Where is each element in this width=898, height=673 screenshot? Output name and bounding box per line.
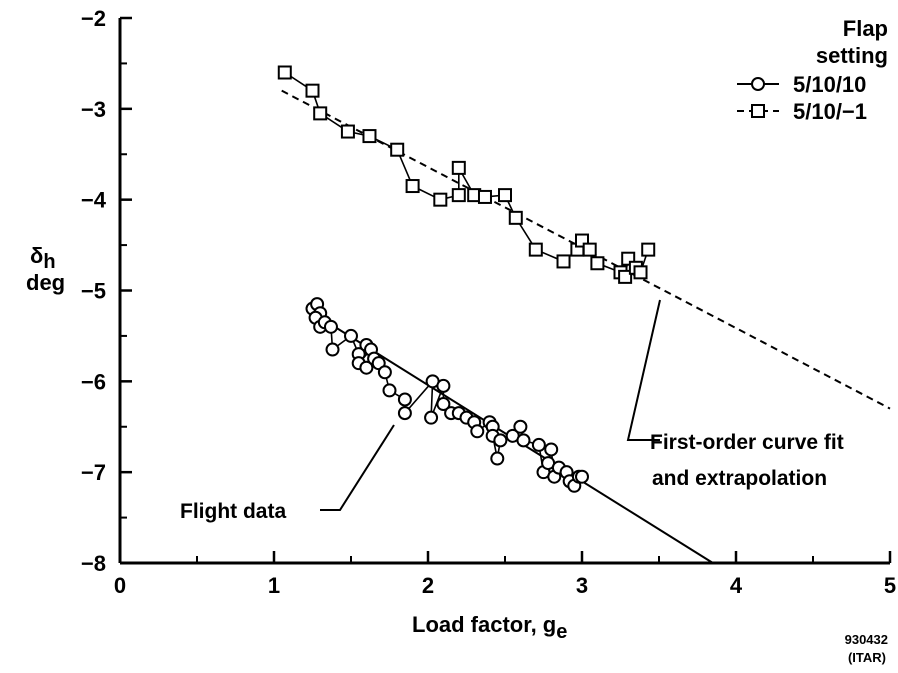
legend-title-line2: setting: [816, 43, 888, 68]
legend-square-marker: [751, 104, 765, 118]
data-point-circle: [516, 433, 531, 448]
x-tick-label: 5: [884, 573, 896, 598]
annotation-curve-fit: First-order curve fit and extrapolation: [626, 299, 844, 490]
x-tick-label: 3: [576, 573, 588, 598]
data-point-square: [277, 65, 292, 80]
data-point-square: [498, 188, 512, 203]
data-point-circle: [531, 437, 546, 452]
x-axis-title: Load factor, ge: [412, 612, 567, 643]
data-point-square: [405, 179, 420, 194]
legend: Flap setting 5/10/10 5/10/−1: [737, 16, 888, 124]
figure-id-line2: (ITAR): [848, 650, 886, 665]
data-point-square: [390, 142, 405, 157]
data-point-square: [340, 124, 355, 139]
data-point-square: [305, 83, 320, 98]
x-ticks: 0 1 2 3 4 5: [114, 551, 896, 598]
data-point-square: [313, 106, 328, 121]
legend-entry-5-10-10: 5/10/10: [737, 72, 866, 97]
y-axis-unit: deg: [26, 270, 65, 295]
annotation-flight-data: Flight data: [180, 424, 395, 523]
figure-id-line1: 930432: [845, 632, 888, 647]
series-markers: [277, 65, 656, 493]
data-point-square: [362, 129, 377, 144]
annotation-flight-data-leader: [320, 424, 395, 511]
x-tick-label: 1: [268, 573, 280, 598]
data-point-square: [556, 254, 571, 269]
data-point-square: [633, 265, 648, 280]
y-ticks: −2 −3 −4 −5 −6 −7 −8: [81, 6, 132, 576]
x-axis-variable: g: [543, 612, 556, 637]
data-point-circle: [436, 378, 451, 393]
y-tick-label: −6: [81, 369, 106, 394]
x-axis-title-text: Load factor,: [412, 612, 543, 637]
data-point-circle: [323, 319, 338, 334]
data-point-square: [477, 189, 492, 204]
y-axis-title: δh: [30, 243, 56, 273]
legend-entry-5-10-minus1: 5/10/−1: [737, 99, 867, 124]
data-point-circle: [544, 442, 559, 457]
y-tick-label: −3: [81, 97, 106, 122]
data-point-square: [451, 188, 466, 203]
y-axis-symbol: δ: [30, 243, 43, 268]
data-point-circle: [382, 383, 397, 398]
legend-label-5-10-10: 5/10/10: [793, 72, 866, 97]
data-point-circle: [470, 424, 485, 439]
data-point-square: [590, 256, 605, 271]
legend-circle-marker: [751, 77, 765, 91]
data-point-square: [451, 160, 466, 175]
annotation-curve-fit-line2: and extrapolation: [652, 467, 827, 490]
y-axis-subscript: h: [43, 251, 55, 273]
annotation-flight-data-label: Flight data: [180, 500, 286, 523]
y-tick-label: −4: [81, 188, 107, 213]
y-tick-label: −7: [81, 460, 106, 485]
data-point-circle: [397, 392, 412, 407]
data-point-circle: [325, 342, 340, 357]
data-point-circle: [436, 397, 451, 412]
y-tick-label: −2: [81, 6, 106, 31]
y-tick-label: −8: [81, 551, 106, 576]
data-point-circle: [490, 451, 505, 466]
y-tick-label: −5: [81, 279, 106, 304]
data-point-circle: [513, 419, 528, 434]
x-tick-label: 4: [730, 573, 743, 598]
data-point-square: [528, 242, 543, 257]
data-point-circle: [575, 469, 589, 484]
x-tick-label: 0: [114, 573, 126, 598]
data-point-circle: [397, 406, 412, 421]
data-point-square: [618, 269, 633, 284]
fit-lines: [281, 89, 891, 564]
x-axis-subscript: e: [556, 621, 567, 643]
data-point-square: [433, 192, 448, 207]
data-point-circle: [359, 360, 374, 375]
data-point-circle: [377, 365, 392, 380]
data-point-circle: [424, 410, 439, 425]
annotation-curve-fit-line1: First-order curve fit: [650, 431, 844, 454]
legend-label-5-10-minus1: 5/10/−1: [793, 99, 867, 124]
data-point-square: [508, 210, 523, 225]
x-tick-label: 2: [422, 573, 434, 598]
legend-title-line1: Flap: [843, 16, 888, 41]
annotation-curve-fit-leader: [626, 299, 661, 441]
data-point-circle: [344, 328, 358, 343]
data-point-circle: [493, 433, 508, 448]
data-point-square: [582, 242, 597, 257]
data-point-square: [641, 242, 656, 257]
